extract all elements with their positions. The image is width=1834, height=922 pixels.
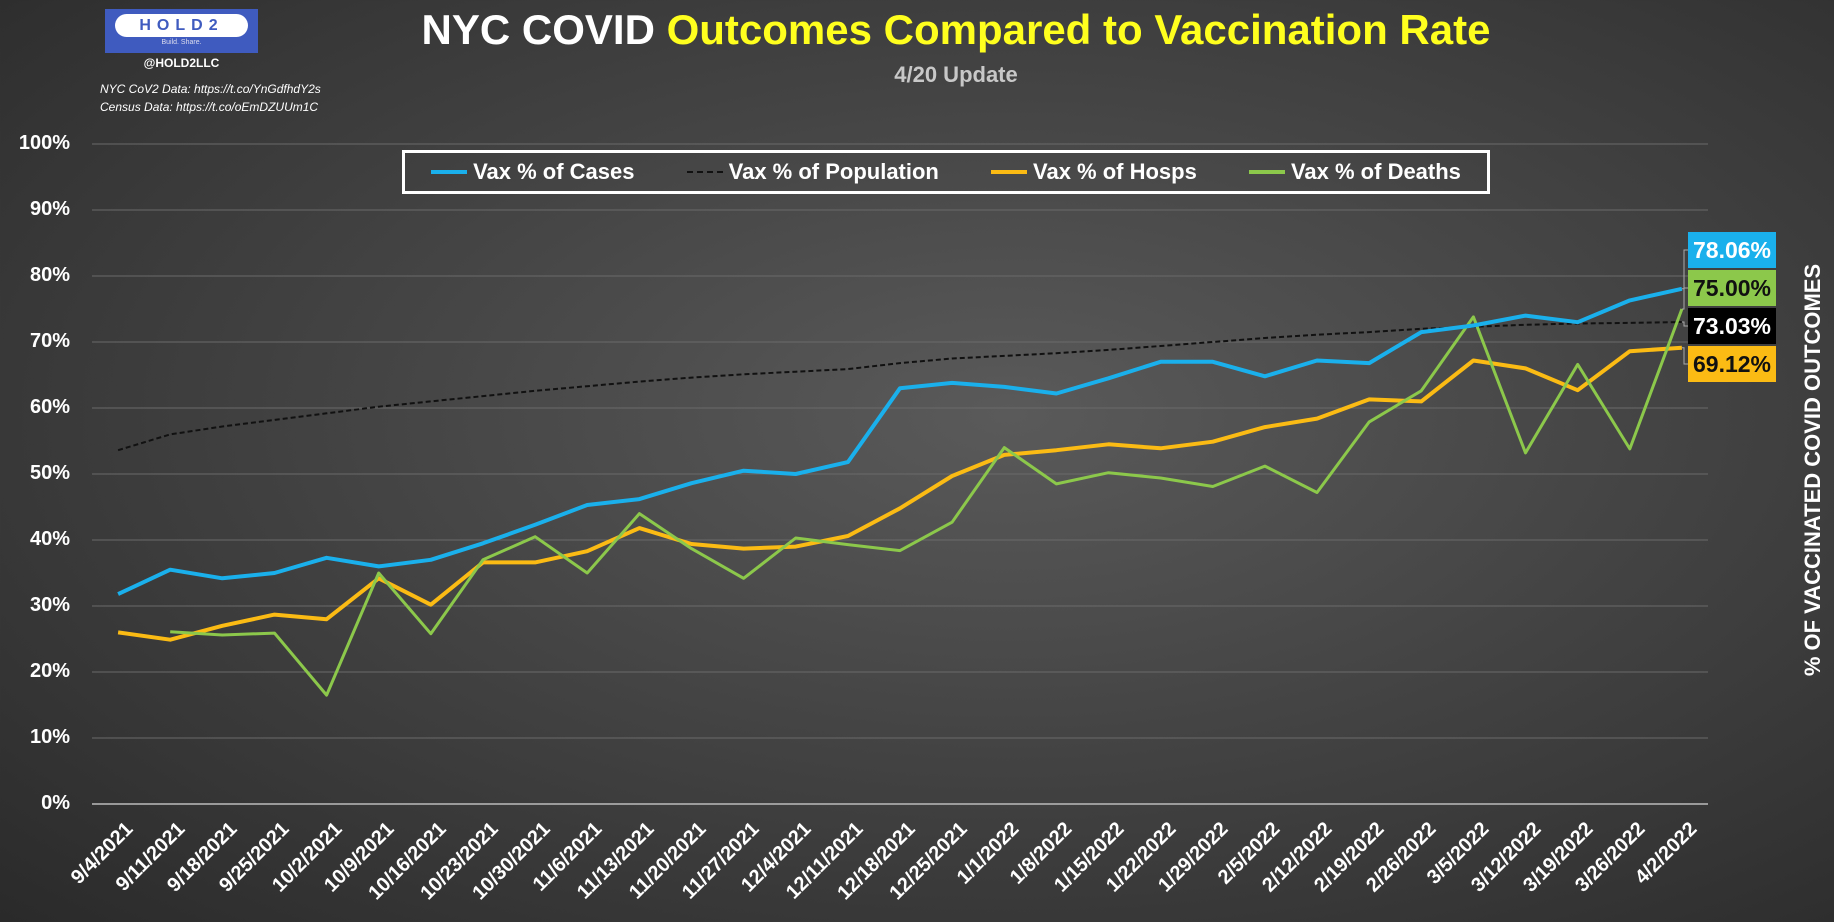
y-tick-label: 100% xyxy=(18,132,70,154)
y-tick-label: 70% xyxy=(29,330,70,352)
chart-title: NYC COVID Outcomes Compared to Vaccinati… xyxy=(0,6,1834,54)
hold2-logo: HOLD2 Build. Share. xyxy=(105,9,258,53)
y-tick-label: 40% xyxy=(29,528,70,550)
y-tick-label: 80% xyxy=(29,264,70,286)
series-line-vax-of-cases xyxy=(117,286,1683,596)
y-tick-label: 10% xyxy=(29,726,70,748)
twitter-handle: @HOLD2LLC xyxy=(143,56,220,70)
leader-line xyxy=(1681,287,1688,310)
y-tick-label: 90% xyxy=(29,198,70,220)
legend-label: Vax % of Population xyxy=(728,159,939,184)
end-value-label: 75.00% xyxy=(1688,270,1776,306)
legend: Vax % of Cases Vax % of Population Vax % o… xyxy=(402,150,1490,194)
y-tick-label: 0% xyxy=(41,792,70,814)
y-axis-title: % OF VACCINATED COVID OUTCOMES xyxy=(1800,263,1825,677)
source-nyc: NYC CoV2 Data: https://t.co/YnGdfhdY2s xyxy=(100,82,321,96)
source-census: Census Data: https://t.co/oEmDZUUm1C xyxy=(100,100,319,114)
legend-item: Vax % of Hosps xyxy=(991,159,1197,185)
title-yellow: Outcomes Compared to Vaccination Rate xyxy=(666,6,1491,53)
legend-swatch xyxy=(686,171,723,173)
logo-text: HOLD2 xyxy=(115,14,248,37)
legend-label: Vax % of Deaths xyxy=(1290,159,1461,184)
legend-item: Vax % of Population xyxy=(686,159,939,185)
y-tick-label: 50% xyxy=(29,462,70,484)
end-value-label: 69.12% xyxy=(1688,346,1776,382)
legend-swatch xyxy=(431,170,468,174)
chart-subtitle: 4/20 Update xyxy=(894,62,1018,87)
leader-line xyxy=(1681,321,1688,327)
legend-swatch xyxy=(991,170,1027,174)
y-tick-label: 30% xyxy=(29,594,70,616)
y-tick-label: 60% xyxy=(29,396,70,418)
legend-item: Vax % of Deaths xyxy=(1248,159,1461,185)
end-value-label: 78.06% xyxy=(1688,232,1776,268)
series-line-vax-of-deaths xyxy=(170,308,1684,697)
leader-line xyxy=(1681,249,1688,290)
legend-label: Vax % of Cases xyxy=(473,159,635,184)
y-tick-label: 20% xyxy=(29,660,70,682)
end-value-label: 73.03% xyxy=(1688,308,1776,344)
leader-line xyxy=(1681,347,1688,365)
legend-item: Vax % of Cases xyxy=(431,159,635,185)
legend-swatch xyxy=(1248,170,1285,174)
title-white: NYC COVID xyxy=(421,6,655,53)
series-line-vax-of-population xyxy=(117,321,1682,452)
legend-label: Vax % of Hosps xyxy=(1033,159,1197,184)
logo-tagline: Build. Share. xyxy=(161,39,202,46)
